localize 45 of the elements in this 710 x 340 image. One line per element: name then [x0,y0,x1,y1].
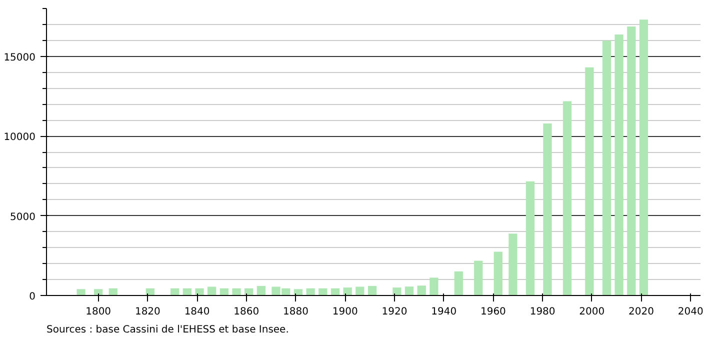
bar [76,289,86,296]
x-tick-label: 1960 [480,306,506,318]
bar [585,67,594,296]
x-tick-label: 1920 [382,306,408,318]
y-tick-label: 15000 [4,52,36,64]
bar [343,288,352,296]
x-tick-label: 1940 [431,306,457,318]
y-tick-label: 0 [29,292,36,302]
bar [627,26,636,296]
bar [543,123,552,296]
bar [474,260,483,296]
bar [639,20,648,296]
bar [208,286,216,296]
bar [430,278,438,296]
bar [294,289,303,296]
x-tick-label: 2040 [678,306,704,318]
bar [602,40,612,296]
bar [392,288,402,296]
x-tick-label: 1880 [283,306,308,318]
bar [232,288,241,296]
bar [306,288,315,296]
bar [562,101,572,296]
bar [454,271,463,296]
x-tick-label: 1800 [86,306,112,318]
x-tick-label: 1860 [234,306,260,318]
bar [368,286,377,296]
x-tick-label: 2000 [579,306,605,318]
x-tick-label: 1840 [184,306,210,318]
x-tick-label: 1980 [530,306,556,318]
source-note: Sources : base Cassini de l'EHESS et base Insee. [46,324,289,336]
bar [94,289,103,296]
bar [404,286,414,296]
bar [195,288,204,296]
y-tick-label: 5000 [10,212,36,223]
x-tick-label: 2020 [628,306,654,318]
bar [526,181,535,296]
x-tick-label: 1820 [134,306,160,318]
bar [508,234,518,296]
bar [417,286,426,296]
bar [614,34,624,296]
y-tick-label: 10000 [4,132,36,144]
bar [356,286,364,296]
bar [256,286,266,296]
x-tick-label: 1900 [332,306,358,318]
bar [494,252,502,296]
